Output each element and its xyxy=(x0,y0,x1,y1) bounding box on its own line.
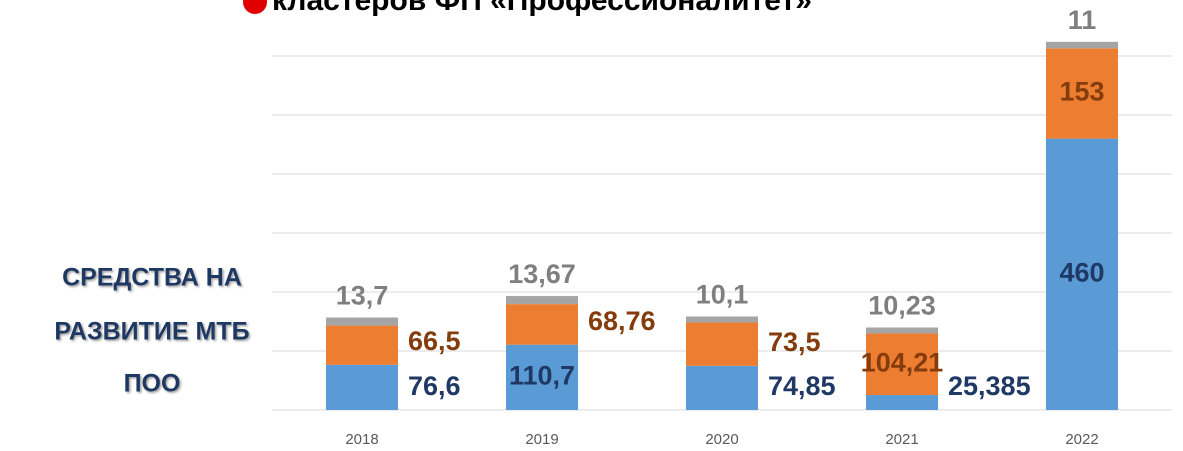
value-label: 10,23 xyxy=(868,291,936,321)
bar-segment xyxy=(686,365,758,410)
x-tick-label: 2020 xyxy=(705,431,738,448)
bar-segment xyxy=(506,304,578,345)
side-label-line: СРЕДСТВА НА xyxy=(62,264,242,292)
bar-segment xyxy=(686,316,758,323)
title-dot xyxy=(243,0,267,14)
bar-segment xyxy=(326,325,398,365)
side-label: СРЕДСТВА НА РАЗВИТИЕ МТБ ПОО xyxy=(54,264,249,398)
value-label: 460 xyxy=(1059,257,1104,287)
x-tick-label: 2018 xyxy=(345,431,378,448)
x-tick-label: 2021 xyxy=(885,431,918,448)
value-label: 11 xyxy=(1068,5,1097,35)
chart-title: кластеров ФП «Профессионалитет» xyxy=(272,0,812,17)
value-label: 13,67 xyxy=(508,259,576,289)
value-label: 153 xyxy=(1059,77,1104,107)
x-tick-label: 2022 xyxy=(1065,431,1098,448)
x-tick-label: 2019 xyxy=(525,431,558,448)
value-label: 110,7 xyxy=(509,360,575,390)
side-label-line: РАЗВИТИЕ МТБ xyxy=(54,318,249,346)
bar-segment xyxy=(866,333,938,396)
value-label: 73,5 xyxy=(768,327,821,357)
bar-segment xyxy=(506,344,578,410)
value-label: 10,1 xyxy=(696,280,749,310)
bar-segment xyxy=(1046,138,1118,410)
bar-segment xyxy=(866,327,938,334)
bar-segment xyxy=(866,395,938,410)
bar-segment xyxy=(506,296,578,305)
side-label-line: ПОО xyxy=(124,370,181,398)
value-label: 25,385 xyxy=(948,371,1031,401)
bar-segment xyxy=(1046,41,1118,49)
value-label: 13,7 xyxy=(336,281,389,311)
bar-segment xyxy=(326,317,398,326)
bar-segment xyxy=(326,364,398,410)
value-label: 76,6 xyxy=(408,371,461,401)
bar-segment xyxy=(1046,48,1118,139)
value-label: 66,5 xyxy=(408,326,461,356)
value-label: 104,21 xyxy=(861,347,944,377)
value-label: 74,85 xyxy=(768,371,836,401)
value-label: 68,76 xyxy=(588,306,656,336)
bar-segment xyxy=(686,322,758,366)
